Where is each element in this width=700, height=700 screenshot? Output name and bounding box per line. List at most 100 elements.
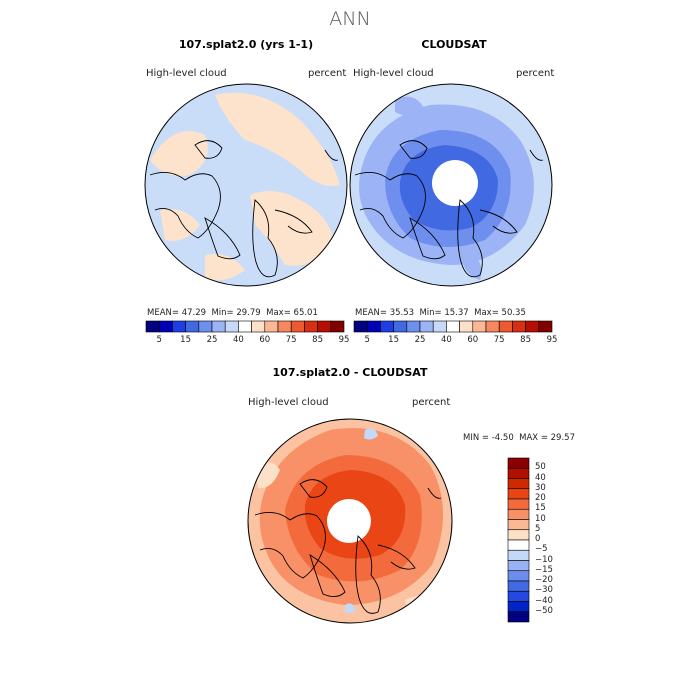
panel1-min: 29.79 <box>236 308 261 318</box>
map1-patch <box>215 92 340 186</box>
colorbar3-swatch <box>507 478 530 490</box>
colorbar1-swatch <box>330 320 345 333</box>
colorbar3-swatch <box>507 570 530 582</box>
panel2-stats: MEAN= 35.53 Min= 15.37 Max= 50.35 <box>355 308 526 318</box>
panel1-max: 65.01 <box>293 308 318 318</box>
colorbar2-swatch <box>393 320 408 333</box>
colorbar3-tick-label: 20 <box>535 493 546 503</box>
panel1-mean-label: MEAN= <box>147 308 179 318</box>
panel3-variable: High-level cloud <box>248 397 329 408</box>
colorbar1-tick-label: 15 <box>180 335 191 345</box>
map2-nodata-pole <box>432 160 478 206</box>
panel1-units: percent <box>308 68 347 79</box>
map1-coastline <box>204 217 241 260</box>
colorbar1-tick-label: 5 <box>156 335 162 345</box>
map3-coastline <box>299 479 328 498</box>
colorbar1-tick-label: 40 <box>232 335 244 345</box>
colorbar3-swatch <box>507 498 530 510</box>
map1-patch <box>150 130 208 176</box>
panel3-title: 107.splat2.0 - CLOUDSAT <box>272 366 428 379</box>
colorbar3-swatch <box>507 508 530 520</box>
panel2-mean: 35.53 <box>389 308 415 318</box>
colorbar2 <box>353 320 553 333</box>
panel2-max: 50.35 <box>501 308 526 318</box>
colorbar1-swatch <box>251 320 266 333</box>
colorbar1-swatch <box>277 320 292 333</box>
colorbar1-swatch <box>264 320 279 333</box>
colorbar1-tick-label: 60 <box>259 335 271 345</box>
colorbar1-swatch <box>290 320 305 333</box>
colorbar1-swatch <box>211 320 226 333</box>
colorbar2-tick-label: 15 <box>388 335 399 345</box>
colorbar3-swatch <box>507 560 530 572</box>
panel1-variable: High-level cloud <box>146 68 227 79</box>
colorbar2-swatch <box>472 320 487 333</box>
colorbar3-swatch <box>507 488 530 500</box>
panel3-max-label: MAX = <box>519 433 548 443</box>
map1-patch <box>250 191 335 266</box>
colorbar1-swatch <box>145 320 160 333</box>
colorbar2-tick-label: 25 <box>414 335 426 345</box>
map3-border <box>247 418 453 624</box>
panel1-stats: MEAN= 47.29 Min= 29.79 Max= 65.01 <box>147 308 318 318</box>
colorbar3-tick-label: 40 <box>535 472 546 483</box>
colorbar2-swatch <box>419 320 434 333</box>
colorbar2-tick-label: 95 <box>546 335 558 345</box>
colorbar2-tick-label: 75 <box>493 335 505 345</box>
colorbar2-swatch <box>538 320 553 333</box>
colorbar3-swatch <box>507 590 530 602</box>
map1-coastline <box>194 140 223 159</box>
map1-border <box>144 83 348 287</box>
colorbar2-swatch <box>485 320 500 333</box>
colorbar3-swatch <box>507 580 530 592</box>
colorbar2-swatch <box>446 320 460 333</box>
panel2-max-label: Max= <box>474 308 499 318</box>
colorbar1-swatch <box>224 320 239 333</box>
colorbar1-swatch <box>158 320 173 333</box>
colorbar1-tick-label: 85 <box>312 335 323 345</box>
panel3-max: 29.57 <box>550 433 575 443</box>
map2-border <box>349 83 553 287</box>
map2-coastline <box>399 140 428 159</box>
map3-patch <box>364 428 378 440</box>
map1-coastline <box>274 209 313 234</box>
panel1-min-label: Min= <box>211 308 234 318</box>
panel1-mean: 47.29 <box>181 308 207 318</box>
colorbar1-swatch <box>185 320 200 333</box>
map1-coastline <box>324 149 339 161</box>
panel2-mean-label: MEAN= <box>355 308 387 318</box>
map1-coastline <box>252 199 278 278</box>
colorbar2-swatch <box>525 320 540 333</box>
panel2-units: percent <box>516 68 555 79</box>
colorbar2-swatch <box>380 320 394 333</box>
colorbar3-tick-label: 0 <box>535 534 541 544</box>
map2-coastline <box>457 199 483 278</box>
colorbar3-tick-label: 10 <box>535 513 546 524</box>
map1 <box>144 83 348 287</box>
panel3-units: percent <box>412 397 451 408</box>
colorbar2-swatch <box>353 320 368 333</box>
colorbar3-tick-label: −50 <box>535 605 553 616</box>
colorbar3-swatch <box>507 529 530 541</box>
colorbar1-swatch <box>172 320 186 333</box>
colorbar2-swatch <box>406 320 421 333</box>
colorbar3 <box>507 457 530 623</box>
colorbar1-swatch <box>238 320 252 333</box>
map2-coastline <box>354 171 426 239</box>
panel2-title: CLOUDSAT <box>421 38 487 51</box>
colorbar3-swatch <box>507 539 530 551</box>
colorbar3-tick-label: −15 <box>535 564 553 575</box>
colorbar2-swatch <box>432 320 447 333</box>
colorbar3-tick-label: 30 <box>535 482 546 493</box>
page-title: ANN <box>329 8 371 30</box>
colorbar3-tick-label: −40 <box>535 595 553 606</box>
colorbar3-tick-label: −5 <box>535 544 548 555</box>
map3-coastline <box>355 535 381 614</box>
map3-coastline <box>377 544 416 570</box>
map3 <box>247 418 453 624</box>
map2-patch <box>462 250 482 280</box>
map2-coastline <box>409 217 446 260</box>
colorbar3-tick-label: 50 <box>535 462 546 473</box>
colorbar2-swatch <box>512 320 526 333</box>
colorbar3-swatch <box>507 457 530 469</box>
